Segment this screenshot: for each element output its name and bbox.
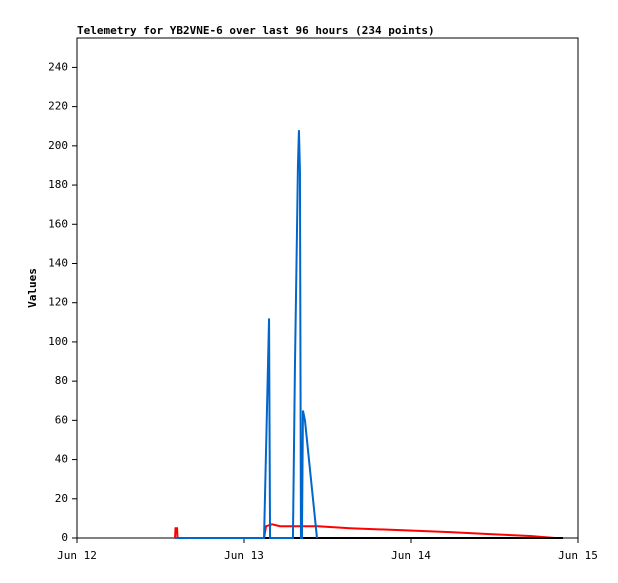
- x-tick-label: Jun 14: [391, 549, 431, 562]
- chart-title: Telemetry for YB2VNE-6 over last 96 hour…: [77, 24, 435, 37]
- series-line: [175, 130, 318, 539]
- y-tick-label: 80: [55, 374, 68, 387]
- x-tick-label: Jun 13: [224, 549, 264, 562]
- y-tick-label: 200: [48, 139, 68, 152]
- y-tick-label: 240: [48, 60, 68, 73]
- y-tick-label: 180: [48, 178, 68, 191]
- x-tick-label: Jun 15: [558, 549, 598, 562]
- plot-frame: [76, 37, 579, 539]
- y-tick-label: 160: [48, 217, 68, 230]
- y-tick-label: 100: [48, 335, 68, 348]
- y-tick-label: 0: [61, 531, 68, 544]
- series-line: [174, 523, 556, 539]
- y-tick-label: 60: [55, 413, 68, 426]
- y-axis-label: Values: [26, 268, 39, 308]
- x-tick-label: Jun 12: [57, 549, 97, 562]
- y-tick-label: 140: [48, 256, 68, 269]
- y-tick-label: 120: [48, 296, 68, 309]
- y-tick-label: 40: [55, 453, 68, 466]
- y-tick-label: 220: [48, 100, 68, 113]
- y-tick-label: 20: [55, 492, 68, 505]
